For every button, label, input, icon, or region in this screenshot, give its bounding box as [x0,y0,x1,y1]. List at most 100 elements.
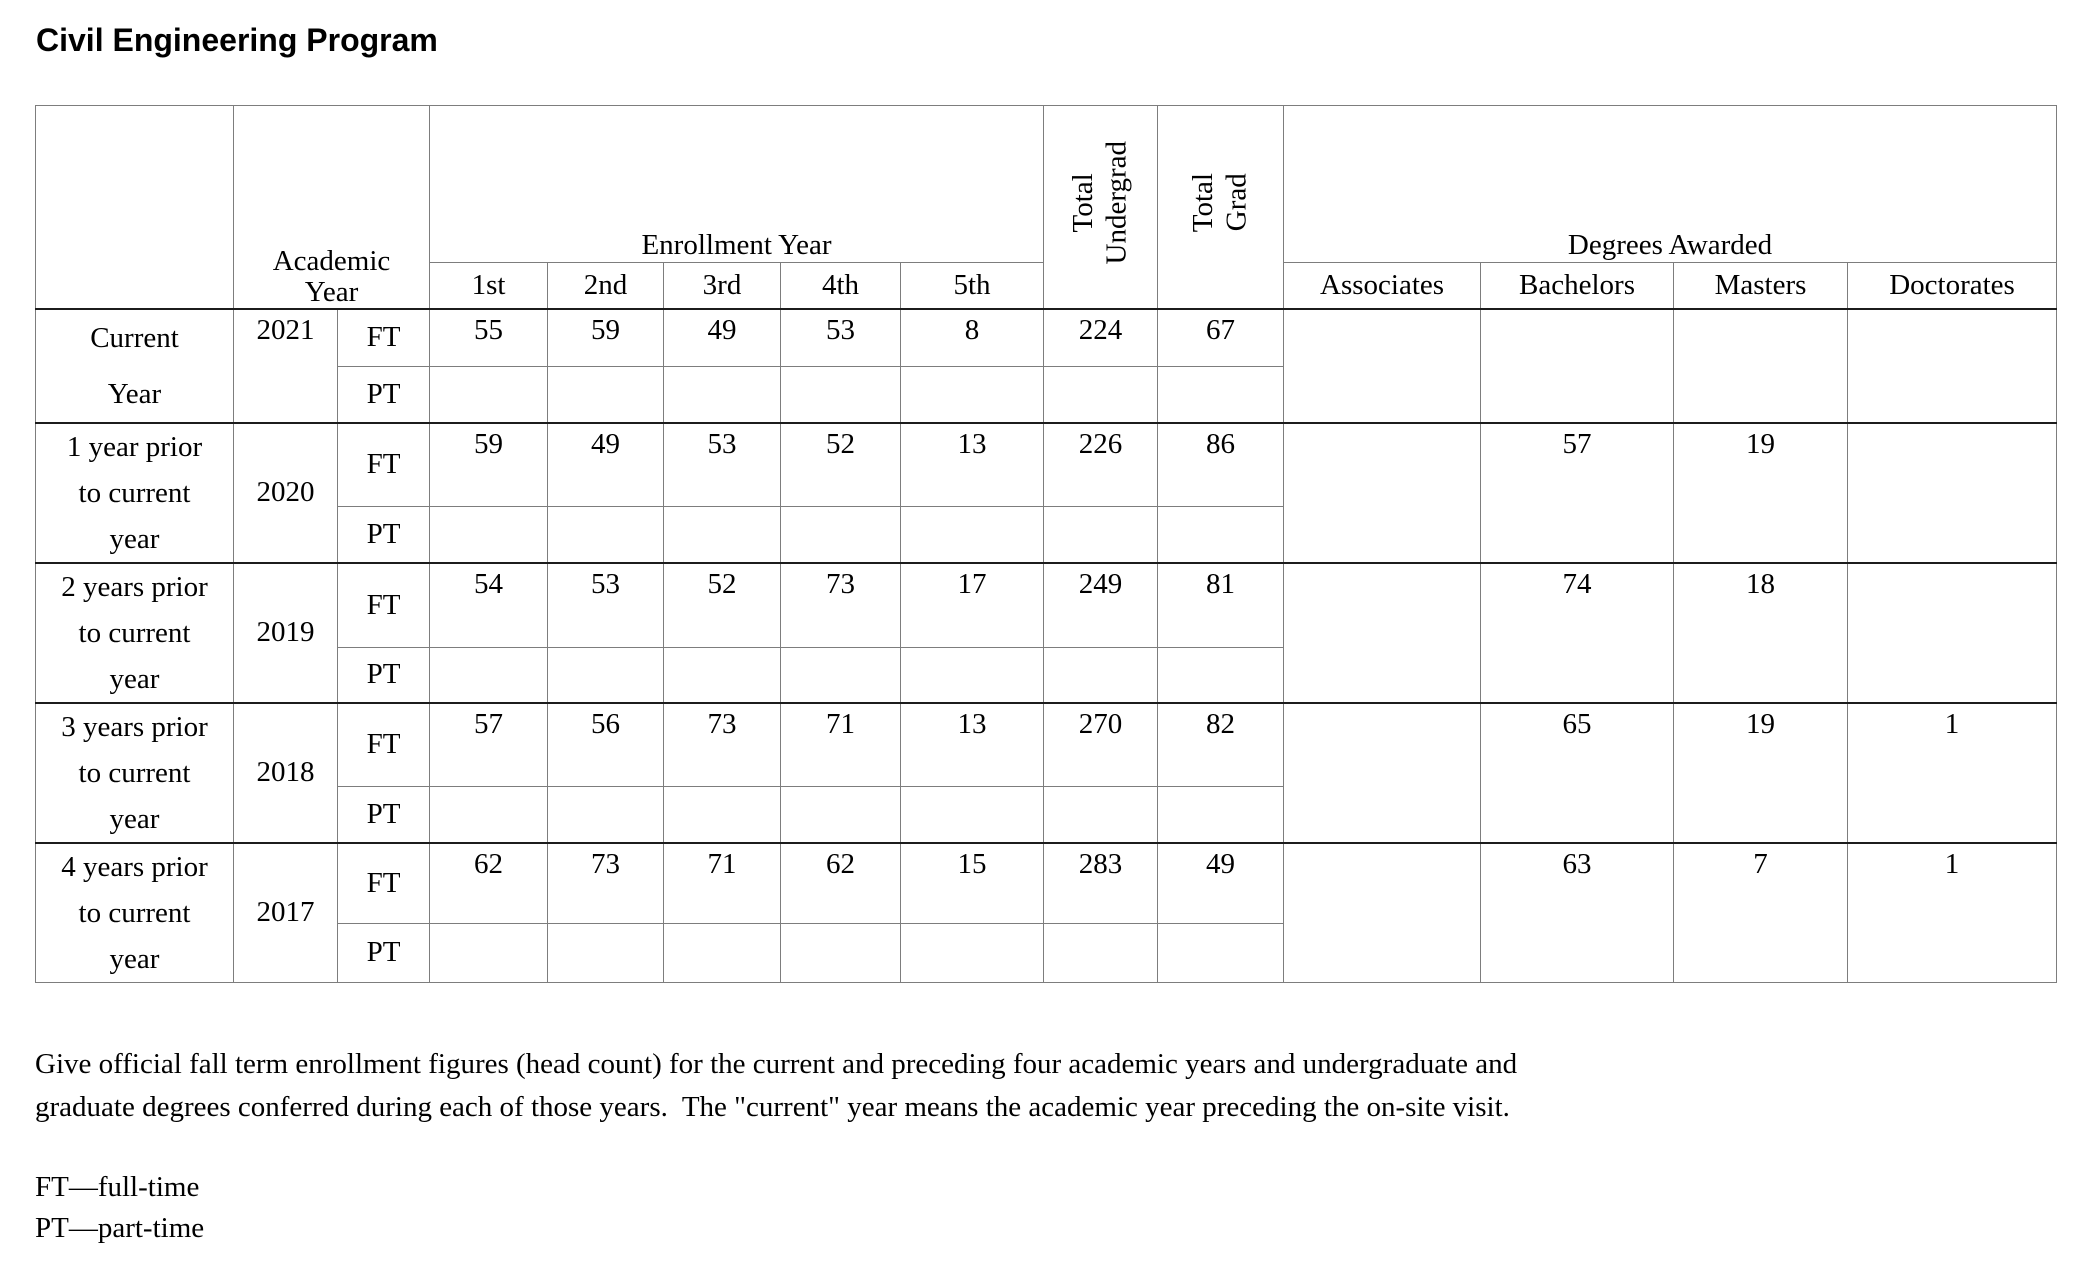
enrollment-table: Academic Year Enrollment Year Total Unde… [35,105,2058,983]
ft-pt-legend: FT—full-time PT—part-time [35,1171,205,1244]
table-row-2019-ft: 2 years prior to current year 2019 FT 54… [35,561,2058,703]
enroll-2019-pt-1st [429,646,549,704]
col-header-3rd: 3rd [663,262,782,309]
deg-associates-2017 [1283,841,1482,983]
table-row-2020-ft: 1 year prior to current year 2020 FT 59 … [35,421,2058,563]
total-grad-2020: 86 [1157,421,1285,507]
academic-year-header: Academic Year [232,105,431,309]
enroll-2018-4th: 71 [780,701,902,787]
deg-doctorates-2019 [1847,561,2058,703]
enroll-2021-pt-5th [900,366,1045,423]
deg-doctorates-2017: 1 [1847,841,2058,983]
table-row-2019-pt: PT [36,646,2057,704]
row-label-current-year: Current Year [35,307,234,423]
enroll-2018-2nd: 56 [547,701,665,787]
table-row-2021-ft: Current Year 2021 FT 55 59 49 53 8 224 6… [35,307,2058,423]
enroll-2020-pt-1st [429,505,549,564]
degrees-awarded-header: Degrees Awarded [1283,105,2058,263]
col-header-4th: 4th [780,262,902,309]
col-header-masters: Masters [1673,262,1849,309]
pt-cell-2018: PT [336,786,431,843]
deg-associates-2020 [1283,421,1482,563]
enroll-2017-pt-2nd [547,923,665,983]
total-grad-header-text: Total Grad [1187,173,1253,233]
enroll-2018-3rd: 73 [663,701,782,787]
enroll-2020-3rd: 53 [663,421,782,507]
table-row-2017-ft: 4 years prior to current year 2017 FT 62… [35,841,2058,983]
enroll-2018-pt-5th [900,786,1045,843]
deg-bachelors-2018: 65 [1480,701,1675,843]
pt-cell-2019: PT [336,646,431,704]
col-header-1st: 1st [429,262,549,309]
total-grad-2018-pt [1157,786,1285,843]
total-grad-2017-pt [1157,923,1285,983]
total-grad-2021: 67 [1157,307,1285,368]
deg-masters-2018: 19 [1673,701,1849,843]
enroll-2018-5th: 13 [900,701,1045,787]
row-label-2-years-prior: 2 years prior to current year [35,561,234,703]
enroll-2021-5th: 8 [900,307,1045,368]
instructions-text: Give official fall term enrollment figur… [35,1048,1518,1123]
deg-bachelors-2019: 74 [1480,561,1675,703]
total-undergrad-2017: 283 [1043,841,1159,925]
enroll-2017-4th: 62 [780,841,902,925]
col-header-bachelors: Bachelors [1480,262,1675,309]
ft-cell-2018: FT [336,701,431,787]
total-undergrad-2019-pt [1043,646,1159,704]
total-grad-header: Total Grad [1157,105,1285,309]
deg-doctorates-2021 [1847,307,2058,423]
table-row-2021-pt: PT [36,366,2057,423]
enroll-2021-3rd: 49 [663,307,782,368]
total-grad-2020-pt [1157,505,1285,564]
row-label-1-year-prior: 1 year prior to current year [35,421,234,563]
enroll-2017-pt-4th [780,923,902,983]
col-header-5th: 5th [900,262,1045,309]
enroll-2017-5th: 15 [900,841,1045,925]
enroll-2017-pt-1st [429,923,549,983]
row-label-4-years-prior: 4 years prior to current year [35,841,234,983]
enroll-2017-2nd: 73 [547,841,665,925]
col-header-2nd: 2nd [547,262,665,309]
table-row-2018-ft: 3 years prior to current year 2018 FT 57… [35,701,2058,843]
enroll-2020-pt-4th [780,505,902,564]
enroll-2018-pt-4th [780,786,902,843]
total-undergrad-2021-pt [1043,366,1159,423]
enroll-2019-5th: 17 [900,561,1045,648]
col-header-doctorates: Doctorates [1847,262,2058,309]
ft-cell-2020: FT [336,421,431,507]
enroll-2020-1st: 59 [429,421,549,507]
enroll-2019-pt-2nd [547,646,665,704]
deg-masters-2021 [1673,307,1849,423]
total-undergrad-2018: 270 [1043,701,1159,787]
enroll-2019-1st: 54 [429,561,549,648]
total-grad-2021-pt [1157,366,1285,423]
enroll-2019-pt-3rd [663,646,782,704]
year-cell-2020: 2020 [233,421,338,563]
enroll-2018-pt-2nd [547,786,665,843]
deg-masters-2017: 7 [1673,841,1849,983]
enroll-2017-pt-5th [900,923,1045,983]
enroll-2017-1st: 62 [429,841,549,925]
year-cell-2019: 2019 [233,561,338,703]
ft-cell-2019: FT [336,561,431,648]
enroll-2019-pt-4th [780,646,902,704]
enroll-2020-pt-3rd [663,505,782,564]
enroll-2021-1st: 55 [429,307,549,368]
enroll-2018-1st: 57 [429,701,549,787]
deg-bachelors-2017: 63 [1480,841,1675,983]
total-undergrad-header: Total Undergrad [1043,105,1159,309]
year-cell-2021: 2021 [233,307,338,423]
deg-doctorates-2018: 1 [1847,701,2058,843]
enroll-2020-2nd: 49 [547,421,665,507]
ft-cell-2021: FT [336,307,431,368]
enroll-2017-3rd: 71 [663,841,782,925]
corner-blank-cell [35,105,234,309]
year-cell-2017: 2017 [233,841,338,983]
enroll-2019-2nd: 53 [547,561,665,648]
enroll-2021-pt-3rd [663,366,782,423]
deg-doctorates-2020 [1847,421,2058,563]
enroll-2018-pt-1st [429,786,549,843]
enroll-2018-pt-3rd [663,786,782,843]
pt-cell-2017: PT [336,923,431,983]
